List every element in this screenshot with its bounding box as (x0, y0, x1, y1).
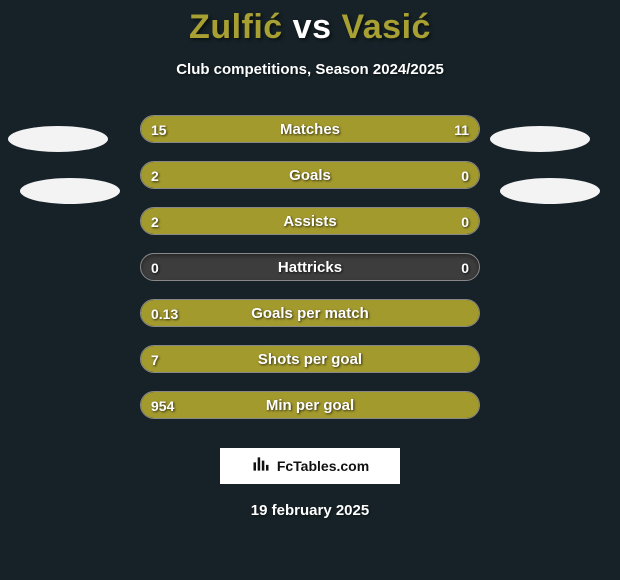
stat-bar: 2Assists0 (140, 207, 480, 235)
player-badge-placeholder (8, 126, 108, 152)
stat-row: 2Assists0 (0, 198, 620, 244)
bar-fill-right (337, 116, 479, 142)
bar-fill-left (141, 208, 405, 234)
player-badge-placeholder (500, 178, 600, 204)
stat-value-right: 0 (461, 254, 469, 281)
watermark[interactable]: FcTables.com (220, 448, 400, 484)
stat-row: 7Shots per goal (0, 336, 620, 382)
player-badge-placeholder (490, 126, 590, 152)
stat-row: 0.13Goals per match (0, 290, 620, 336)
stat-bar: 0Hattricks0 (140, 253, 480, 281)
player2-name: Vasić (341, 8, 430, 46)
stat-bar: 954Min per goal (140, 391, 480, 419)
stat-label: Hattricks (141, 254, 479, 281)
watermark-text: FcTables.com (277, 458, 369, 474)
chart-bars-icon (251, 454, 271, 479)
stat-bar: 0.13Goals per match (140, 299, 480, 327)
bar-fill-right (405, 208, 479, 234)
stat-row: 954Min per goal (0, 382, 620, 428)
stat-bar: 15Matches11 (140, 115, 480, 143)
stat-value-left: 0 (151, 254, 159, 281)
bar-fill-left (141, 346, 479, 372)
bar-fill-left (141, 116, 337, 142)
player-badge-placeholder (20, 178, 120, 204)
bar-fill-right (405, 162, 479, 188)
bar-fill-left (141, 300, 479, 326)
comparison-title: Zulfić vs Vasić (0, 0, 620, 47)
stat-bar: 2Goals0 (140, 161, 480, 189)
vs-label: vs (293, 8, 332, 46)
subtitle: Club competitions, Season 2024/2025 (0, 61, 620, 78)
stat-bar: 7Shots per goal (140, 345, 480, 373)
bar-fill-left (141, 162, 405, 188)
stats-chart: 15Matches11 2Goals0 2Assists0 0Hattricks0 0.… (0, 106, 620, 428)
player1-name: Zulfić (189, 8, 283, 46)
bar-fill-left (141, 392, 479, 418)
stat-row: 0Hattricks0 (0, 244, 620, 290)
date-label: 19 february 2025 (0, 502, 620, 519)
